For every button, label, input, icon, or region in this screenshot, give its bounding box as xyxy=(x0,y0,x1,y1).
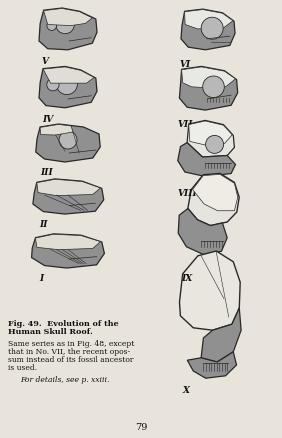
Text: V: V xyxy=(42,57,49,67)
Polygon shape xyxy=(201,308,241,362)
Circle shape xyxy=(56,15,74,34)
Text: X: X xyxy=(183,386,190,395)
Text: IX: IX xyxy=(182,274,193,283)
Polygon shape xyxy=(187,120,234,157)
Polygon shape xyxy=(178,143,235,177)
Text: sum instead of its fossil ancestor: sum instead of its fossil ancestor xyxy=(8,356,133,364)
Polygon shape xyxy=(33,179,104,214)
Text: VIII: VIII xyxy=(178,188,197,198)
Polygon shape xyxy=(39,8,97,50)
Text: IV: IV xyxy=(42,116,53,124)
Text: Human Skull Roof.: Human Skull Roof. xyxy=(8,328,93,336)
Text: 79: 79 xyxy=(135,423,147,432)
Polygon shape xyxy=(39,67,97,108)
Text: III: III xyxy=(40,168,53,177)
Text: Same series as in Fig. 48, except: Same series as in Fig. 48, except xyxy=(8,340,135,348)
Text: Fig. 49.  Evolution of the: Fig. 49. Evolution of the xyxy=(8,320,119,328)
Text: that in No. VII, the recent opos-: that in No. VII, the recent opos- xyxy=(8,348,130,356)
Polygon shape xyxy=(181,9,235,50)
Polygon shape xyxy=(32,234,104,268)
Polygon shape xyxy=(187,352,237,378)
Polygon shape xyxy=(40,124,73,135)
Text: I: I xyxy=(39,274,43,283)
Polygon shape xyxy=(193,174,238,211)
Circle shape xyxy=(47,78,59,91)
Circle shape xyxy=(201,17,223,39)
Polygon shape xyxy=(179,251,240,330)
Circle shape xyxy=(47,21,57,30)
Polygon shape xyxy=(178,208,227,254)
Text: VII: VII xyxy=(178,120,193,129)
Polygon shape xyxy=(36,234,100,250)
Circle shape xyxy=(56,74,77,95)
Polygon shape xyxy=(182,67,235,88)
Circle shape xyxy=(203,76,224,98)
Text: is used.: is used. xyxy=(8,364,37,372)
Text: For details, see p. xxiii.: For details, see p. xxiii. xyxy=(20,376,109,384)
Polygon shape xyxy=(189,121,232,145)
Text: II: II xyxy=(39,220,47,229)
Circle shape xyxy=(59,131,77,149)
Polygon shape xyxy=(37,179,100,196)
Polygon shape xyxy=(188,173,239,226)
Polygon shape xyxy=(43,67,94,83)
Text: VI: VI xyxy=(179,60,191,69)
Polygon shape xyxy=(179,67,238,110)
Polygon shape xyxy=(36,124,100,162)
Circle shape xyxy=(206,135,224,153)
Polygon shape xyxy=(44,8,92,25)
Polygon shape xyxy=(185,10,233,29)
